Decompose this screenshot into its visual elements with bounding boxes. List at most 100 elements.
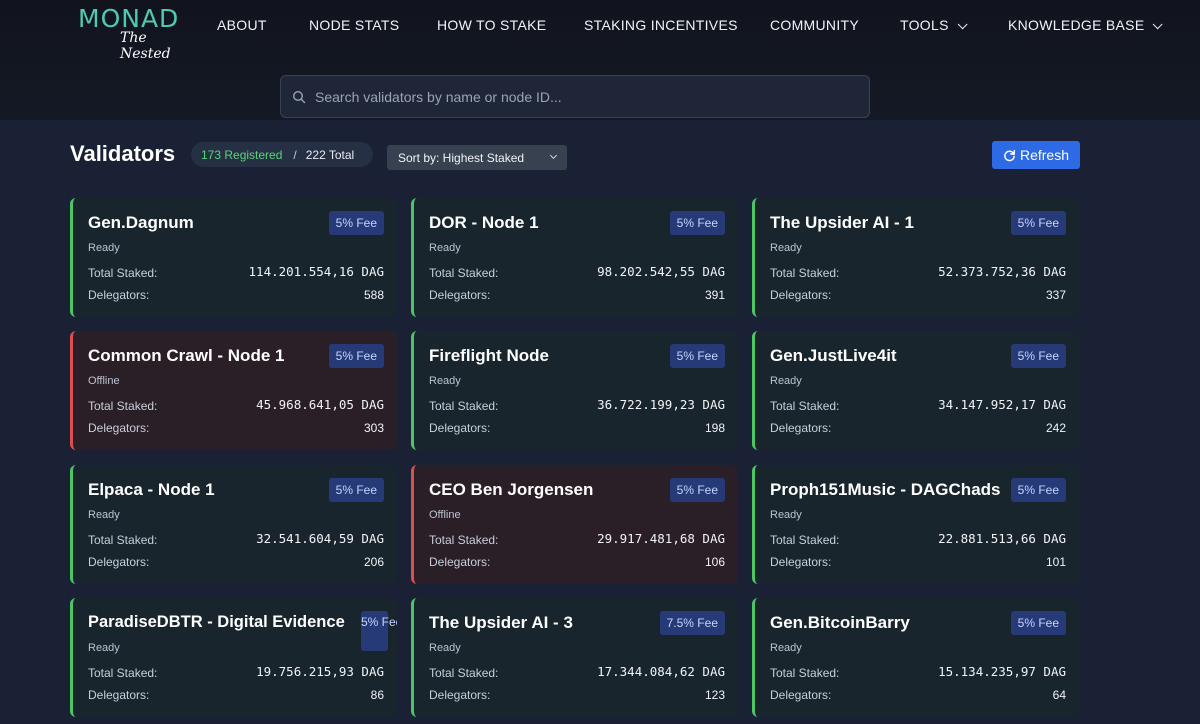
total-staked-label: Total Staked:	[429, 266, 499, 280]
delegators-label: Delegators:	[770, 688, 832, 702]
delegators-label: Delegators:	[429, 555, 491, 569]
validator-status: Ready	[88, 642, 120, 654]
validator-status: Ready	[88, 509, 120, 521]
validator-status: Ready	[88, 242, 120, 254]
registered-count: 173 Registered	[201, 147, 283, 162]
total-staked-label: Total Staked:	[88, 266, 158, 280]
validator-card[interactable]: CEO Ben Jorgensen 5% Fee Offline Total S…	[411, 465, 738, 584]
validator-card[interactable]: Gen.BitcoinBarry 5% Fee Ready Total Stak…	[752, 598, 1079, 717]
delegators-value: 86	[370, 688, 384, 702]
nav-item-tools[interactable]: TOOLS	[900, 17, 968, 33]
count-separator: /	[293, 147, 297, 162]
validator-card[interactable]: Common Crawl - Node 1 5% Fee Offline Tot…	[70, 331, 397, 450]
fee-badge: 7.5% Fee	[659, 611, 725, 635]
delegators-label: Delegators:	[88, 421, 150, 435]
refresh-button-label: Refresh	[1019, 147, 1070, 163]
total-staked-label: Total Staked:	[429, 533, 499, 547]
delegators-value: 64	[1052, 688, 1066, 702]
nav-item-tools-label: TOOLS	[900, 17, 949, 33]
validator-status: Ready	[429, 642, 461, 654]
delegators-value: 391	[704, 288, 725, 302]
validator-name: Elpaca - Node 1	[88, 480, 215, 499]
delegators-value: 106	[704, 555, 725, 569]
validator-name: The Upsider AI - 3	[429, 613, 573, 632]
validator-card[interactable]: ParadiseDBTR - Digital Evidence 5% Fee R…	[70, 598, 397, 717]
total-staked-label: Total Staked:	[88, 533, 158, 547]
page-title: Validators	[70, 141, 176, 166]
sort-dropdown[interactable]: Sort by: Highest Staked	[387, 145, 567, 170]
nav-item-community[interactable]: COMMUNITY	[770, 17, 860, 33]
total-staked-value: 29.917.481,68 DAG	[597, 531, 725, 546]
validator-name: ParadiseDBTR - Digital Evidence	[88, 613, 345, 631]
validator-name: Gen.Dagnum	[88, 213, 194, 232]
search-input[interactable]	[315, 76, 855, 117]
total-staked-value: 19.756.215,93 DAG	[256, 664, 384, 679]
delegators-value: 206	[363, 555, 384, 569]
validator-status: Ready	[770, 642, 802, 654]
validator-card[interactable]: Elpaca - Node 1 5% Fee Ready Total Stake…	[70, 465, 397, 584]
fee-badge: 5% Fee	[1010, 611, 1066, 635]
validator-name: The Upsider AI - 1	[770, 213, 914, 232]
delegators-label: Delegators:	[429, 688, 491, 702]
total-staked-label: Total Staked:	[770, 399, 840, 413]
validator-name: Gen.JustLive4it	[770, 346, 897, 365]
nav-item-about[interactable]: ABOUT	[217, 17, 267, 33]
validator-status: Ready	[429, 375, 461, 387]
delegators-value: 588	[363, 288, 384, 302]
total-staked-value: 98.202.542,55 DAG	[597, 264, 725, 279]
delegators-value: 242	[1045, 421, 1066, 435]
nav-item-node-stats[interactable]: NODE STATS	[309, 17, 400, 33]
validator-status: Offline	[429, 509, 461, 521]
total-staked-value: 22.881.513,66 DAG	[938, 531, 1066, 546]
validator-card[interactable]: Gen.Dagnum 5% Fee Ready Total Staked: 11…	[70, 198, 397, 317]
validator-card[interactable]: The Upsider AI - 1 5% Fee Ready Total St…	[752, 198, 1079, 317]
fee-badge: 5% Fee	[669, 211, 725, 235]
validator-card[interactable]: Proph151Music - DAGChads 5% Fee Ready To…	[752, 465, 1079, 584]
search-icon	[292, 90, 306, 104]
total-staked-value: 114.201.554,16 DAG	[248, 264, 384, 279]
total-staked-label: Total Staked:	[88, 666, 158, 680]
delegators-label: Delegators:	[429, 288, 491, 302]
validator-card[interactable]: Gen.JustLive4it 5% Fee Ready Total Stake…	[752, 331, 1079, 450]
validator-card[interactable]: Fireflight Node 5% Fee Ready Total Stake…	[411, 331, 738, 450]
refresh-button[interactable]: Refresh	[992, 141, 1080, 169]
validator-name: DOR - Node 1	[429, 213, 539, 232]
validator-count-badge: 173 Registered / 222 Total	[191, 142, 373, 167]
delegators-label: Delegators:	[770, 555, 832, 569]
delegators-label: Delegators:	[770, 288, 832, 302]
fee-badge: 5% Fee	[1010, 344, 1066, 368]
total-staked-label: Total Staked:	[770, 533, 840, 547]
validator-card[interactable]: DOR - Node 1 5% Fee Ready Total Staked: …	[411, 198, 738, 317]
delegators-label: Delegators:	[429, 421, 491, 435]
validator-card[interactable]: The Upsider AI - 3 7.5% Fee Ready Total …	[411, 598, 738, 717]
delegators-value: 101	[1045, 555, 1066, 569]
total-staked-value: 17.344.084,62 DAG	[597, 664, 725, 679]
nav-item-knowledge-base[interactable]: KNOWLEDGE BASE	[1008, 17, 1164, 33]
fee-badge: 5% Fee	[1010, 478, 1066, 502]
total-staked-value: 45.968.641,05 DAG	[256, 397, 384, 412]
validator-status: Ready	[770, 375, 802, 387]
validator-name: CEO Ben Jorgensen	[429, 480, 594, 499]
nav-item-how-to-stake[interactable]: HOW TO STAKE	[437, 17, 547, 33]
fee-badge: 5% Fee	[328, 211, 384, 235]
total-count: 222 Total	[305, 147, 355, 162]
nav-item-staking-incentives[interactable]: STAKING INCENTIVES	[584, 17, 738, 33]
total-staked-label: Total Staked:	[429, 399, 499, 413]
delegators-value: 337	[1045, 288, 1066, 302]
validator-search	[280, 75, 870, 118]
refresh-icon	[1004, 149, 1016, 161]
total-staked-value: 36.722.199,23 DAG	[597, 397, 725, 412]
fee-badge: 5% Fee	[669, 344, 725, 368]
brand-tagline: The Nested	[120, 30, 171, 62]
total-staked-value: 32.541.604,59 DAG	[256, 531, 384, 546]
brand-logo[interactable]: MONAD The Nested	[78, 4, 198, 62]
validator-name: Gen.BitcoinBarry	[770, 613, 910, 632]
validator-status: Offline	[88, 375, 120, 387]
total-staked-label: Total Staked:	[770, 666, 840, 680]
total-staked-label: Total Staked:	[429, 666, 499, 680]
total-staked-value: 15.134.235,97 DAG	[938, 664, 1066, 679]
total-staked-label: Total Staked:	[88, 399, 158, 413]
delegators-label: Delegators:	[88, 555, 150, 569]
fee-badge: 5% Fee	[328, 344, 384, 368]
